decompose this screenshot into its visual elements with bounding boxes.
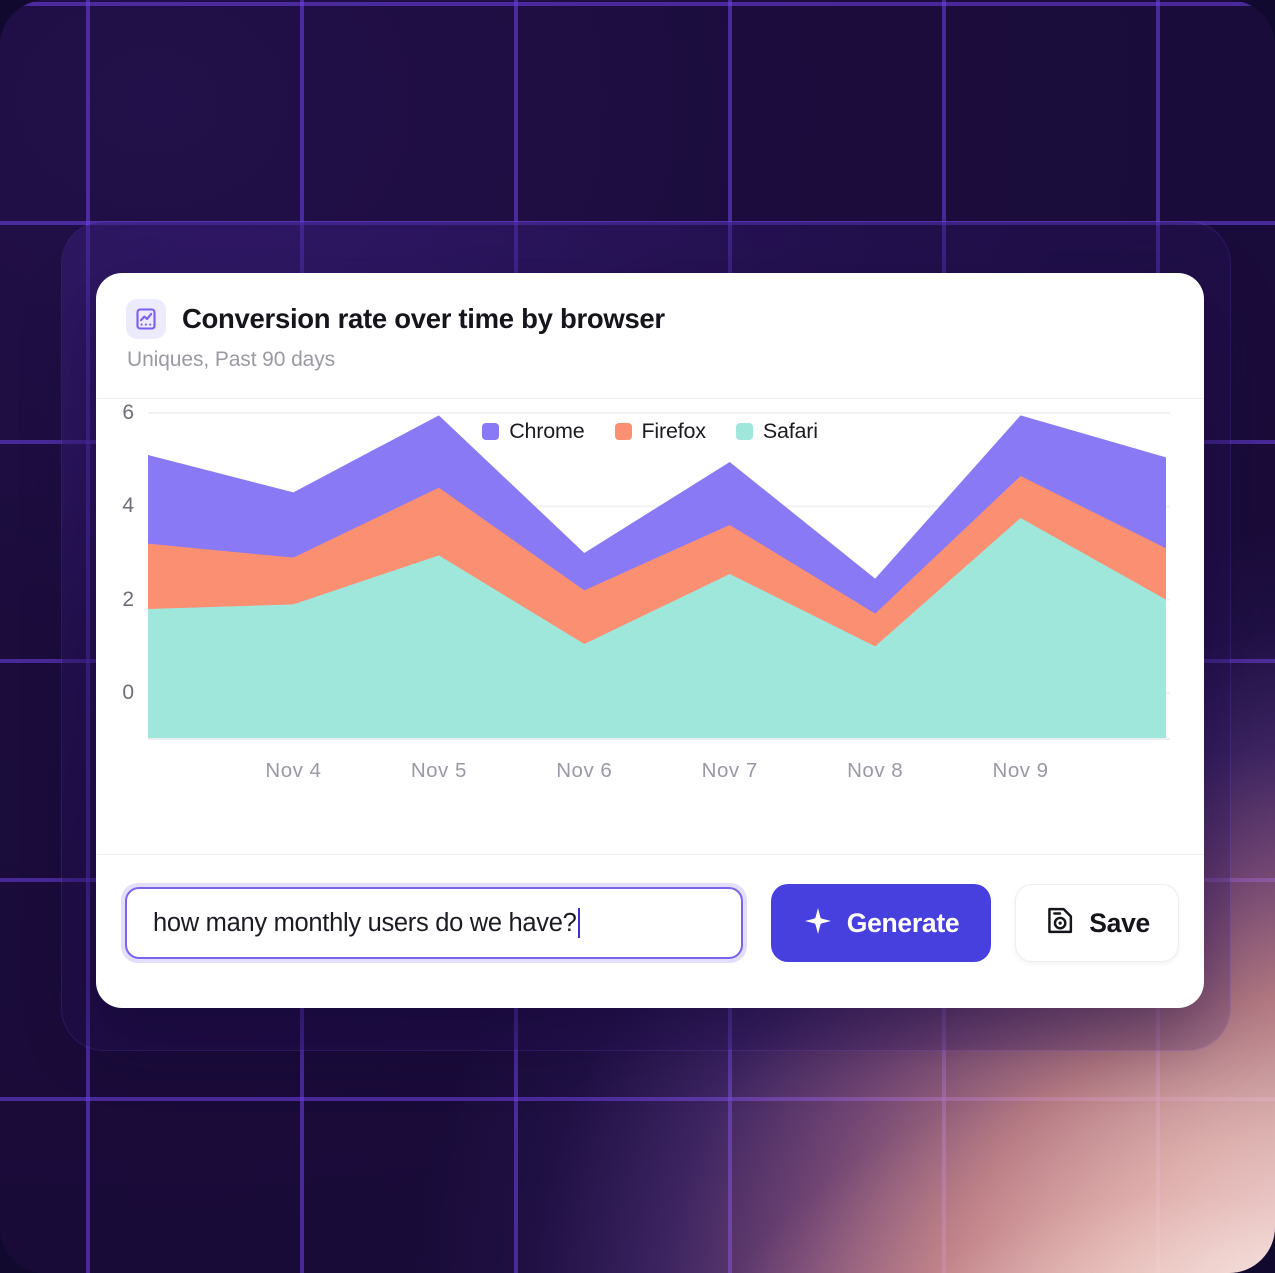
card-subtitle: Uniques, Past 90 days	[127, 348, 336, 371]
floppy-disk-icon	[1044, 905, 1075, 941]
legend-swatch-icon	[482, 423, 500, 440]
generate-button[interactable]: Generate	[770, 884, 992, 962]
insight-card: Conversion rate over time by browser Uni…	[96, 273, 1204, 1008]
y-axis-tick-label: 6	[122, 401, 134, 424]
card-header: Conversion rate over time by browser Uni…	[96, 273, 1204, 372]
legend-swatch-icon	[735, 423, 753, 440]
chart-plot: 6 4 2 0 Nov 4 Nov 5 Nov 6 Nov 7 Nov 8 Nov 9	[96, 399, 1204, 854]
prompt-input-value: how many monthly users do we have?	[153, 908, 577, 937]
header-divider	[96, 398, 1204, 399]
x-axis-tick-label: Nov 9	[992, 759, 1049, 782]
text-cursor	[577, 908, 580, 938]
save-button-label: Save	[1089, 907, 1150, 938]
legend-swatch-icon	[614, 423, 632, 440]
x-axis-tick-label: Nov 8	[847, 759, 904, 782]
stacked-area-svg	[148, 412, 1170, 740]
x-axis-tick-label: Nov 6	[556, 759, 613, 782]
legend-item-firefox[interactable]: Firefox	[614, 419, 707, 444]
legend-item-chrome[interactable]: Chrome	[482, 419, 585, 444]
prompt-input-focus-ring: how many monthly users do we have?	[121, 883, 747, 963]
legend-label: Safari	[762, 419, 818, 443]
x-axis-tick-label: Nov 5	[410, 759, 467, 782]
footer-divider	[96, 854, 1204, 855]
x-axis-tick-label: Nov 7	[701, 759, 758, 782]
generate-button-label: Generate	[846, 907, 960, 938]
legend-label: Firefox	[641, 419, 707, 443]
y-axis-tick-label: 2	[122, 587, 134, 611]
y-axis-tick-label: 0	[122, 681, 134, 704]
page-title: Conversion rate over time by browser	[182, 303, 665, 334]
card-title-row: Conversion rate over time by browser	[126, 299, 1174, 339]
legend-item-safari[interactable]: Safari	[735, 419, 818, 444]
save-button[interactable]: Save	[1015, 884, 1179, 962]
x-axis-tick-label: Nov 4	[265, 759, 322, 782]
line-chart-icon	[126, 299, 166, 339]
legend-label: Chrome	[509, 419, 585, 443]
chart-legend: Chrome Firefox Safari	[96, 399, 1204, 444]
card-footer: how many monthly users do we have? Gener…	[96, 855, 1204, 963]
area-series-safari	[148, 518, 1166, 739]
chart-area: Chrome Firefox Safari 6 4 2 0 Nov 4 Nov 5 Nov 6 N…	[96, 399, 1204, 854]
prompt-input[interactable]: how many monthly users do we have?	[125, 887, 743, 959]
sparkle-icon	[803, 906, 833, 941]
y-axis-tick-label: 4	[122, 494, 134, 518]
